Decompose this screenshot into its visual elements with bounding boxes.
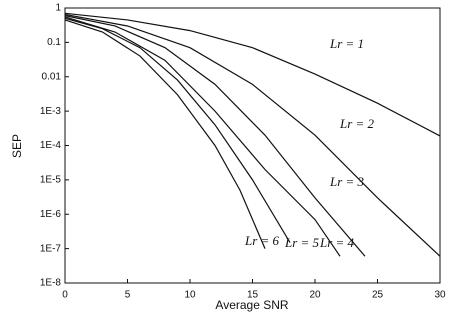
y-tick-label: 1E-3 [40,106,62,117]
x-tick-label: 10 [184,290,196,301]
y-tick-label: 0.1 [47,37,61,48]
y-tick-label: 0.01 [42,71,62,82]
curve [64,17,291,243]
x-tick-label: 30 [434,290,446,301]
x-tick-label: 5 [125,290,131,301]
y-tick-label: 1 [55,3,61,14]
x-tick-label: 15 [247,290,259,301]
y-tick-label: 1E-4 [40,140,62,151]
y-tick-label: 1E-5 [40,175,62,186]
curve-label: Lr = 2 [339,116,375,131]
y-tick-label: 1E-6 [40,209,62,220]
y-axis-title: SEP [10,134,24,158]
curve-label: Lr = 1 [329,36,364,51]
curve-label: Lr = 6 [244,233,280,248]
x-tick-label: 25 [372,290,384,301]
curve [64,15,366,257]
y-tick-label: 1E-7 [40,243,62,254]
curve [64,12,441,137]
curve-label: Lr = 5 [284,235,320,250]
y-tick-label: 1E-8 [40,278,62,289]
curve-label: Lr = 3 [329,174,365,189]
curve [64,16,341,257]
curve-label: Lr = 4 [319,235,355,250]
x-tick-label: 20 [309,290,321,301]
x-tick-label: 0 [62,290,68,301]
x-axis-title: Average SNR [215,298,288,312]
curve [64,19,266,249]
curve [64,13,441,257]
